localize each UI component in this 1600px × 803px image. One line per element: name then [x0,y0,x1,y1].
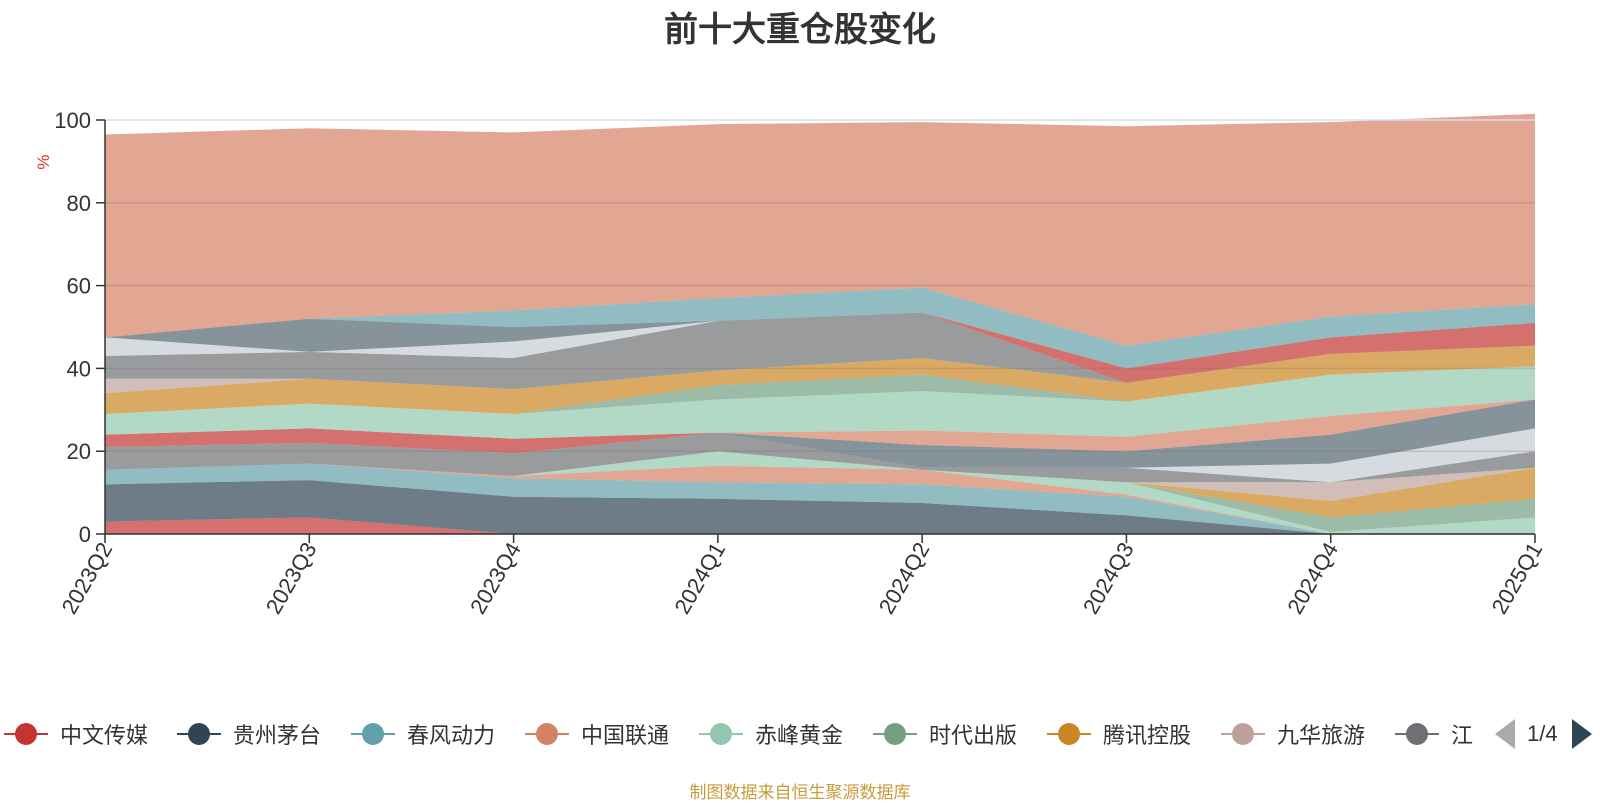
legend-item-guizhou-maotai[interactable]: 贵州茅台 [175,714,321,754]
legend-pager: 1/4 [1495,714,1592,754]
legend-marker [697,720,745,748]
legend-label: 中国联通 [581,723,670,748]
area-series-2 [105,463,1535,534]
legend-item-tengxun-konggu[interactable]: 腾讯控股 [1045,714,1191,754]
area-series-11 [105,399,1535,454]
legend-label: 中文传媒 [60,723,149,748]
area-series-22 [105,113,1535,346]
legend-marker [1219,720,1267,748]
y-tick-label: 20 [67,439,91,464]
legend-item-jiuhua-lvyou[interactable]: 九华旅游 [1219,714,1365,754]
legend-item-truncated[interactable]: 江 [1393,714,1473,754]
legend-prev-arrow-icon[interactable] [1495,719,1515,749]
area-series-6 [105,451,1535,518]
legend-marker [1045,720,1093,748]
y-axis-label: % [34,154,53,169]
legend-next-arrow-icon[interactable] [1571,719,1592,749]
x-tick-label: 2025Q1 [1487,538,1548,618]
chart-legend: 中文传媒 贵州茅台 春风动力 中国联通 赤峰黄金 时代出版 腾讯控股 九华旅游 … [0,714,1485,754]
area-series-5 [105,451,1535,532]
x-tick-label: 2024Q3 [1078,538,1139,618]
area-series-12 [105,399,1535,454]
area-series-9 [105,428,1535,483]
legend-marker [1393,720,1441,748]
legend-marker [175,720,223,748]
area-series-20 [105,312,1535,369]
legend-label: 江 [1451,723,1474,748]
y-tick-label: 60 [67,274,91,299]
legend-page-indicator: 1/4 [1527,721,1558,746]
area-series-14 [105,366,1535,414]
legend-item-shidai-chuban[interactable]: 时代出版 [871,714,1017,754]
legend-label: 腾讯控股 [1103,723,1192,748]
y-tick-label: 80 [67,191,91,216]
area-series-15 [105,345,1535,414]
area-series-18 [105,312,1535,383]
area-series-3 [105,463,1535,534]
y-tick-label: 100 [54,108,91,133]
x-tick-label: 2024Q1 [669,538,730,618]
legend-label: 贵州茅台 [233,723,322,748]
area-series-0 [105,517,1535,534]
data-source-note: 制图数据来自恒生聚源数据库 [689,783,911,802]
legend-label: 时代出版 [929,723,1018,748]
area-series-17 [105,312,1535,390]
area-series-21 [105,287,1535,369]
x-tick-label: 2023Q2 [57,538,118,618]
legend-marker [523,720,571,748]
legend-item-zhongwen-chuanmei[interactable]: 中文传媒 [2,714,148,754]
x-tick-label: 2023Q3 [261,538,322,618]
y-tick-label: 0 [79,522,91,547]
legend-marker [2,720,50,748]
area-series-13 [105,366,1535,439]
legend-item-chifeng-huangjin[interactable]: 赤峰黄金 [697,714,843,754]
x-tick-label: 2023Q4 [465,538,526,618]
area-series-10 [105,399,1535,468]
x-tick-label: 2024Q2 [874,538,935,618]
area-series-19 [105,312,1535,369]
legend-item-chunfeng-dongli[interactable]: 春风动力 [349,714,495,754]
legend-item-zhongguo-liantong[interactable]: 中国联通 [523,714,669,754]
chart-title: 前十大重仓股变化 [664,11,936,49]
legend-label: 赤峰黄金 [755,723,844,748]
legend-label: 九华旅游 [1277,723,1366,748]
legend-marker [349,720,397,748]
legend-label: 春风动力 [407,723,496,748]
area-series-1 [105,480,1535,534]
legend-marker [871,720,919,748]
y-tick-label: 40 [67,356,91,381]
x-tick-label: 2024Q4 [1282,538,1343,618]
area-series-8 [105,432,1535,483]
